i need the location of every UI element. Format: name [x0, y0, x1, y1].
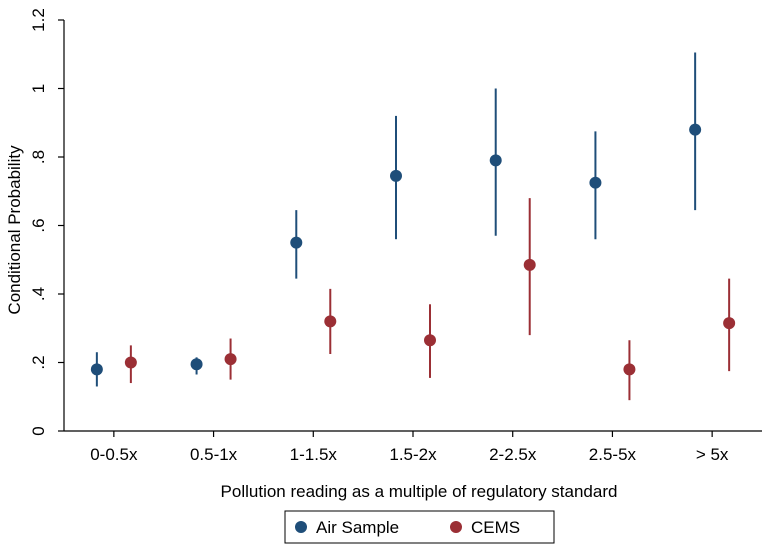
legend-label-cems: CEMS	[471, 518, 520, 537]
air-sample-point	[489, 154, 502, 167]
x-tick-label: 0.5-1x	[190, 445, 238, 464]
y-tick-label: 1.2	[29, 8, 48, 32]
y-tick-label: .4	[29, 287, 48, 301]
plot-area	[90, 52, 736, 401]
air-sample-point	[90, 363, 103, 376]
legend-marker-cems	[450, 521, 462, 533]
cems-point	[424, 334, 436, 347]
x-axis: 0-0.5x 0.5-1x 1-1.5x 1.5-2x 2-2.5x 2.5-5x > 5x	[64, 430, 762, 464]
y-tick-label: .6	[29, 218, 48, 232]
air-sample-point	[290, 236, 303, 249]
y-tick-label: .2	[29, 355, 48, 369]
cems-point	[623, 363, 636, 376]
cems-point	[124, 356, 137, 369]
x-tick-label: 1-1.5x	[290, 445, 338, 464]
y-tick-label: 0	[29, 426, 48, 435]
cems-point	[324, 315, 337, 328]
cems-point	[224, 353, 237, 366]
x-tick-label: 1.5-2x	[389, 445, 437, 464]
x-tick-label: > 5x	[696, 445, 729, 464]
air-sample-point	[390, 169, 402, 182]
y-tick-label: .8	[29, 150, 48, 164]
x-tick-label: 0-0.5x	[90, 445, 138, 464]
cems-point	[523, 258, 536, 271]
legend-label-air-sample: Air Sample	[316, 518, 399, 537]
x-tick-label: 2.5-5x	[589, 445, 637, 464]
x-axis-title: Pollution reading as a multiple of regul…	[221, 482, 618, 501]
y-axis: 0 .2 .4 .6 .8 1 1.2	[29, 8, 65, 436]
air-sample-point	[589, 176, 602, 189]
legend-marker-air-sample	[295, 521, 307, 533]
legend: Air Sample CEMS	[284, 510, 555, 544]
y-tick-label: 1	[29, 84, 48, 93]
air-sample-point	[689, 123, 702, 136]
cems-point	[723, 317, 736, 330]
y-axis-title: Conditional Probability	[5, 145, 24, 315]
air-sample-point	[190, 358, 203, 371]
x-tick-label: 2-2.5x	[489, 445, 537, 464]
legend-box	[284, 510, 555, 544]
